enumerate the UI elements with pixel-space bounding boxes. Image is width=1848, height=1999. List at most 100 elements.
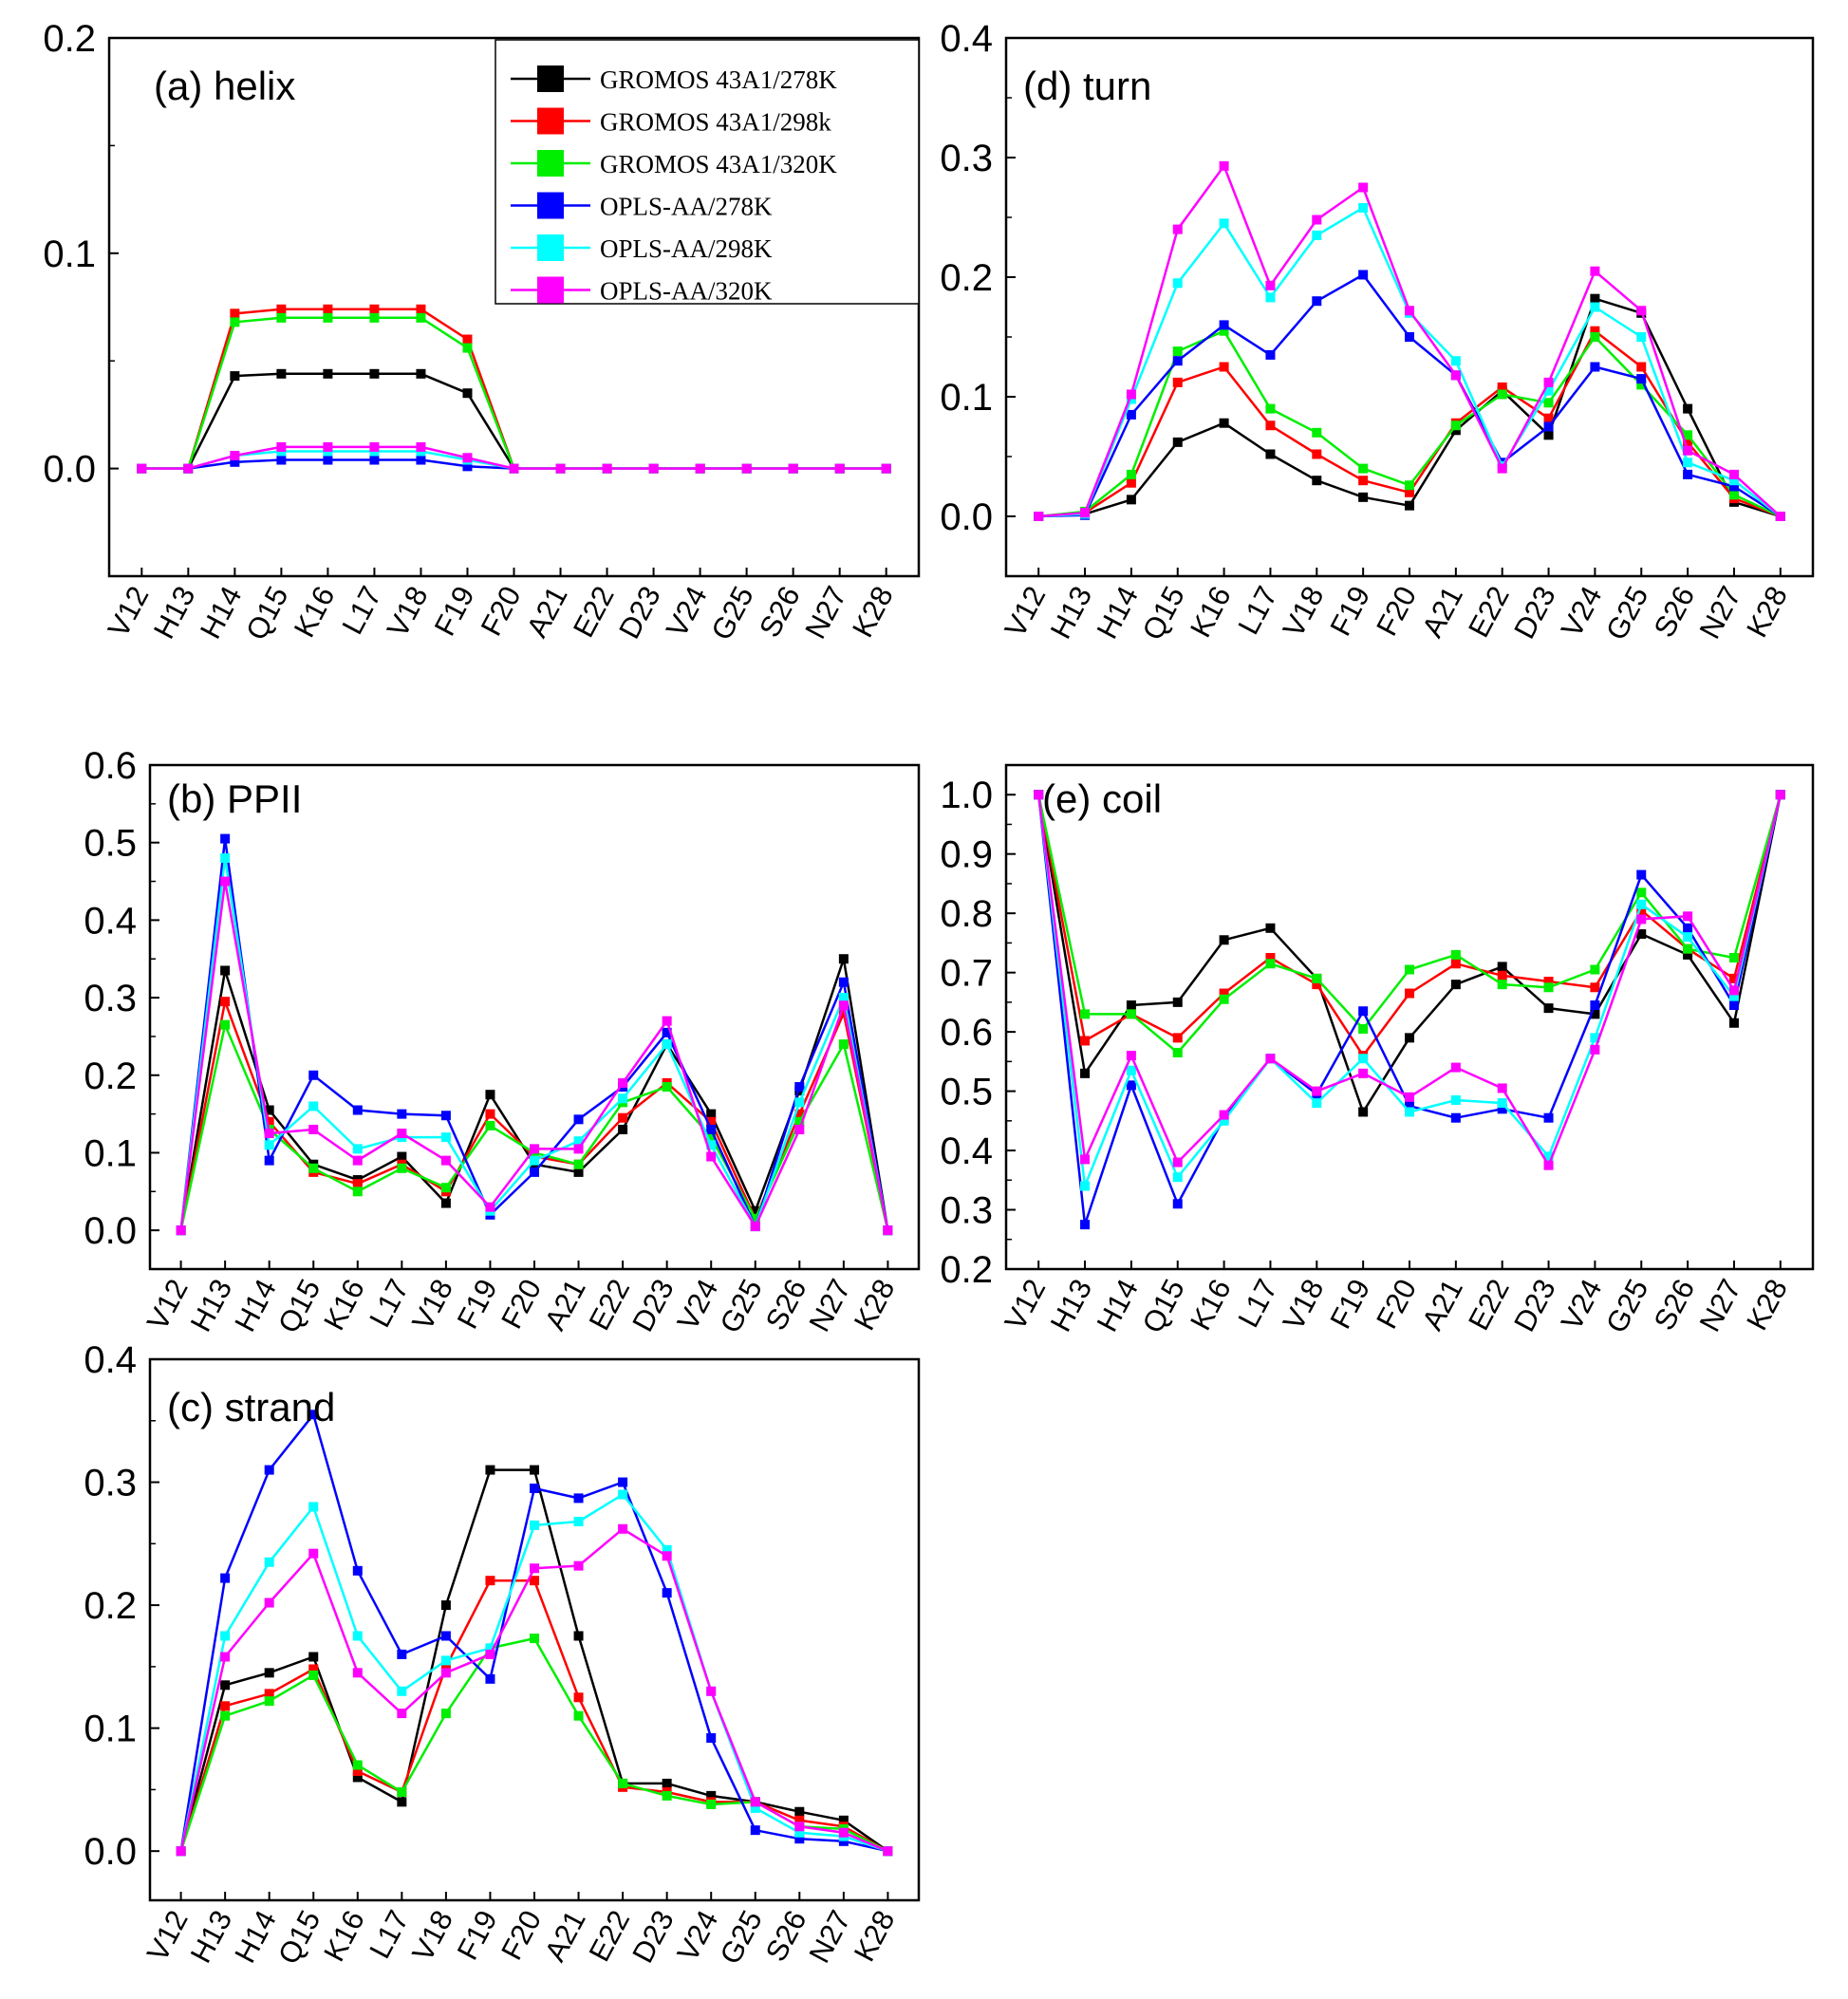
data-point-ppii xyxy=(485,1109,495,1119)
data-point-helix xyxy=(369,368,380,379)
data-point-ppii xyxy=(706,1109,717,1119)
data-point-strand xyxy=(662,1778,672,1788)
data-point-ppii xyxy=(264,1105,274,1115)
data-point-turn xyxy=(1312,449,1322,459)
data-point-coil xyxy=(1636,914,1647,925)
data-point-helix xyxy=(183,463,194,474)
data-point-turn xyxy=(1126,409,1136,420)
data-point-helix xyxy=(788,463,798,474)
data-point-ppii xyxy=(706,1124,717,1134)
data-point-coil xyxy=(1450,959,1461,969)
x-tick-label-turn: K16 xyxy=(1184,581,1238,643)
data-point-coil xyxy=(1312,980,1322,990)
data-point-turn xyxy=(1590,332,1600,342)
series-line-strand xyxy=(179,1636,888,1853)
data-point-turn xyxy=(1312,296,1322,307)
data-point-coil xyxy=(1683,932,1693,943)
x-tick-label-turn: F20 xyxy=(1370,581,1423,642)
x-tick-label-coil: S26 xyxy=(1647,1274,1701,1336)
data-point-turn xyxy=(1636,306,1647,316)
y-tick-label-coil: 0.8 xyxy=(940,893,993,935)
data-point-coil xyxy=(1172,1157,1183,1168)
data-point-turn xyxy=(1590,362,1600,372)
data-point-strand xyxy=(618,1489,628,1500)
data-point-helix xyxy=(741,463,752,474)
panel-title-ppii: (b) PPII xyxy=(167,776,302,821)
data-point-strand xyxy=(220,1680,231,1691)
data-point-helix xyxy=(323,368,333,379)
y-tick-label-coil: 0.2 xyxy=(940,1249,993,1291)
data-point-helix xyxy=(323,312,333,323)
data-point-ppii xyxy=(220,853,231,864)
x-tick-label-strand: V18 xyxy=(405,1905,459,1967)
data-point-coil xyxy=(1543,1151,1554,1162)
data-point-turn xyxy=(1265,420,1276,431)
data-point-ppii xyxy=(838,954,849,964)
data-point-helix xyxy=(323,455,333,465)
data-point-coil xyxy=(1590,1044,1600,1055)
data-point-ppii xyxy=(573,1159,584,1169)
data-point-coil xyxy=(1358,1068,1369,1078)
legend-label: OPLS-AA/298K xyxy=(600,234,773,263)
x-tick-label-ppii: A21 xyxy=(538,1274,592,1336)
data-point-coil xyxy=(1636,869,1647,880)
data-point-coil xyxy=(1450,980,1461,990)
data-point-coil xyxy=(1265,959,1276,969)
data-point-turn xyxy=(1172,278,1183,289)
data-point-coil xyxy=(1265,953,1276,963)
data-point-turn xyxy=(1543,421,1554,432)
data-point-turn xyxy=(1312,230,1322,240)
x-tick-label-ppii: F20 xyxy=(495,1274,548,1335)
data-point-ppii xyxy=(794,1116,805,1127)
data-point-strand xyxy=(706,1790,717,1801)
x-tick-label-helix: A21 xyxy=(520,581,574,643)
data-point-coil xyxy=(1405,1092,1414,1102)
data-point-turn xyxy=(1775,512,1785,521)
data-point-strand xyxy=(573,1710,584,1721)
y-tick-label-coil: 0.6 xyxy=(940,1012,993,1054)
series-line-helix xyxy=(141,308,887,470)
x-tick-label-turn: S26 xyxy=(1647,581,1701,643)
data-point-strand xyxy=(440,1661,451,1672)
data-point-ppii xyxy=(264,1140,274,1150)
data-point-coil xyxy=(1172,1172,1183,1183)
data-point-turn xyxy=(1219,326,1229,336)
y-tick-label-ppii: 0.3 xyxy=(84,978,137,1019)
y-tick-label-ppii: 0.6 xyxy=(84,745,137,787)
data-point-turn xyxy=(1034,512,1044,521)
data-point-turn xyxy=(1126,477,1136,488)
data-point-ppii xyxy=(308,1101,319,1112)
data-point-coil xyxy=(1543,977,1554,987)
data-point-turn xyxy=(1312,476,1322,486)
data-point-turn xyxy=(1683,469,1693,479)
x-tick-label-strand: L17 xyxy=(363,1905,415,1964)
legend-label: OPLS-AA/278K xyxy=(600,193,773,221)
x-tick-label-turn: K28 xyxy=(1740,581,1794,643)
x-tick-label-helix: L17 xyxy=(335,581,387,640)
x-tick-label-strand: G25 xyxy=(714,1905,769,1970)
x-tick-label-helix: N27 xyxy=(798,581,853,645)
data-point-ppii xyxy=(264,1129,274,1139)
panel-turn: 0.0 0.1 0.2 0.3 0.4 V12H13H14Q15K16L17V18F19F… xyxy=(940,18,1815,645)
data-point-ppii xyxy=(308,1070,319,1080)
x-tick-label-coil: F19 xyxy=(1323,1274,1376,1335)
data-point-turn xyxy=(1450,420,1461,431)
data-point-coil xyxy=(1683,943,1693,954)
x-tick-label-coil: L17 xyxy=(1231,1274,1283,1333)
panel-title-helix: (a) helix xyxy=(154,64,295,108)
data-point-turn xyxy=(1683,445,1693,456)
y-tick-label-strand: 0.1 xyxy=(84,1709,137,1750)
x-tick-label-ppii: G25 xyxy=(714,1274,769,1338)
series-line-helix xyxy=(141,316,887,470)
data-point-coil xyxy=(1497,1098,1507,1109)
data-point-strand xyxy=(750,1803,760,1813)
data-point-turn xyxy=(1590,326,1600,336)
data-point-turn xyxy=(1405,480,1414,491)
data-point-turn xyxy=(1450,370,1461,381)
x-tick-label-ppii: K28 xyxy=(848,1274,902,1336)
data-point-ppii xyxy=(838,1008,849,1018)
x-tick-label-helix: G25 xyxy=(704,581,759,645)
data-point-coil xyxy=(1683,923,1693,933)
data-point-strand xyxy=(220,1573,231,1583)
data-point-strand xyxy=(308,1670,319,1680)
